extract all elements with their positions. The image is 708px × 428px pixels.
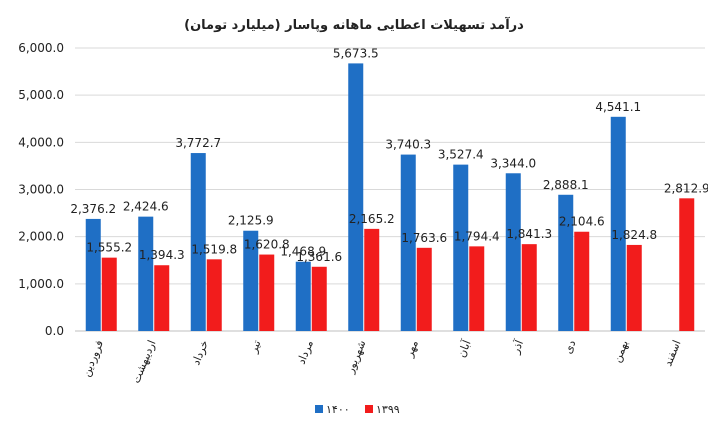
x-tick-label: شهریور (343, 338, 368, 376)
x-tick-label: آبان (454, 337, 474, 359)
x-tick-label: دی (561, 338, 578, 355)
data-label: 1,361.6 (296, 250, 342, 264)
data-label: 5,673.5 (333, 46, 379, 60)
data-label: 1,555.2 (86, 241, 132, 255)
bar-series-1399 (521, 244, 537, 331)
legend-label: ۱۴۰۰ (326, 403, 350, 416)
data-label: 3,772.7 (175, 136, 221, 150)
bar-series-1399 (416, 247, 432, 331)
y-tick-label: 2,000.0 (18, 230, 64, 244)
bar-series-1400 (138, 216, 154, 331)
data-label: 2,125.9 (228, 214, 274, 228)
data-label: 2,812.9 (664, 181, 708, 195)
bar-series-1399 (311, 266, 327, 331)
data-label: 3,740.3 (385, 138, 431, 152)
bar-series-1400 (558, 194, 574, 331)
data-label: 1,794.4 (454, 229, 500, 243)
chart-title: درآمد تسهیلات اعطایی ماهانه وپاسار (میلی… (184, 16, 524, 33)
bar-series-1399 (259, 254, 275, 331)
legend-label: ۱۳۹۹ (376, 403, 400, 416)
x-tick-label: خرداد (189, 338, 211, 367)
bar-series-1400 (400, 154, 416, 331)
bar-series-1399 (101, 257, 117, 331)
y-tick-label: 1,000.0 (18, 277, 64, 291)
y-tick-label: 6,000.0 (18, 41, 64, 55)
bar-series-1400 (190, 153, 206, 331)
bar-series-1399 (154, 265, 170, 331)
data-label: 1,394.3 (139, 248, 185, 262)
legend-swatch (315, 405, 323, 413)
legend-swatch (365, 405, 373, 413)
y-tick-label: 4,000.0 (18, 135, 64, 149)
bar-series-1399 (679, 198, 695, 331)
y-tick-label: 3,000.0 (18, 183, 64, 197)
data-label: 4,541.1 (595, 100, 641, 114)
bar-series-1399 (626, 244, 642, 331)
bar-series-1400 (295, 261, 311, 331)
x-tick-label: اردیبهشت (129, 338, 158, 385)
data-label: 3,344.0 (490, 156, 536, 170)
x-tick-label: بهمن (610, 338, 631, 364)
y-tick-label: 5,000.0 (18, 88, 64, 102)
data-label: 3,527.4 (438, 148, 484, 162)
data-label: 2,424.6 (123, 200, 169, 214)
bar-series-1399 (574, 231, 590, 331)
y-tick-label: 0.0 (45, 324, 64, 338)
data-label: 1,620.8 (244, 238, 290, 252)
bar-series-1400 (243, 230, 259, 331)
bar-series-1400 (453, 164, 469, 331)
data-label: 1,824.8 (611, 228, 657, 242)
data-label: 1,468.9 (280, 245, 326, 259)
x-tick-label: اسفند (661, 338, 683, 368)
bar-series-1399 (364, 228, 380, 331)
data-label: 2,376.2 (70, 202, 116, 216)
bar-series-1400 (505, 173, 521, 331)
bar-series-1399 (206, 259, 222, 331)
data-label: 1,841.3 (506, 227, 552, 241)
x-tick-label: آذر (508, 337, 527, 356)
x-tick-label: مهر (402, 338, 421, 360)
bar-series-1400 (610, 116, 626, 331)
data-label: 2,888.1 (543, 178, 589, 192)
data-label: 1,519.8 (191, 242, 237, 256)
x-tick-label: تیر (246, 338, 263, 355)
x-tick-label: مرداد (295, 338, 316, 366)
data-label: 2,165.2 (349, 212, 395, 226)
data-label: 1,763.6 (401, 231, 447, 245)
bar-series-1399 (469, 246, 485, 331)
bar-series-1400 (348, 63, 364, 332)
bar-series-1400 (85, 218, 101, 331)
x-tick-label: فروردین (80, 338, 106, 378)
data-label: 2,104.6 (559, 215, 605, 229)
